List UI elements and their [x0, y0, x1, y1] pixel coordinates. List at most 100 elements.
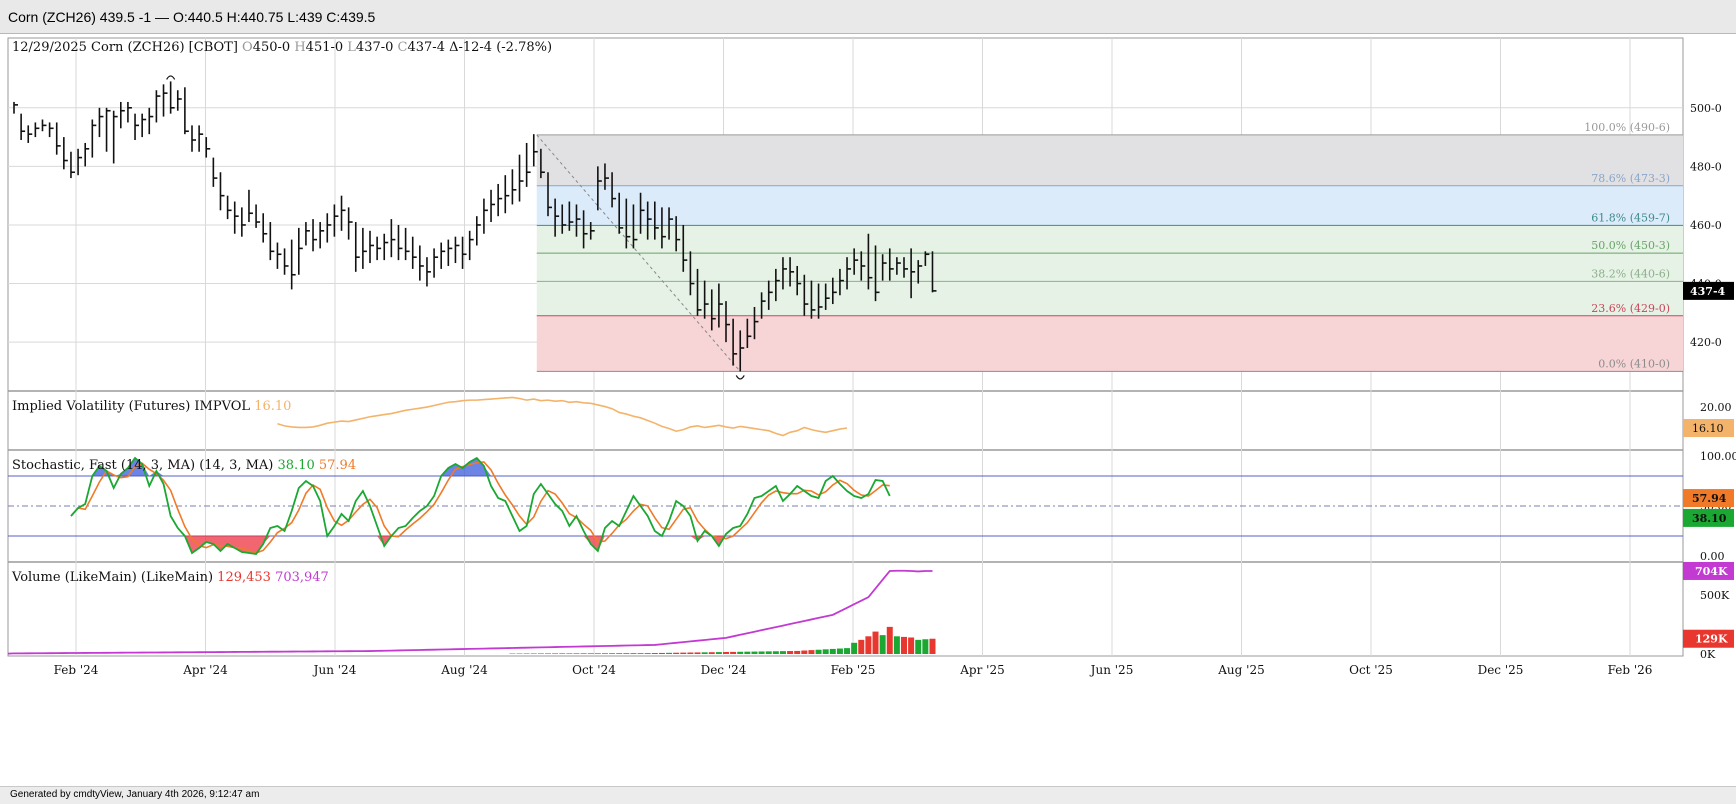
volume-bar — [530, 653, 537, 654]
ohlc-bar — [611, 172, 617, 208]
ohlc-bar — [13, 101, 18, 114]
fib-level-label: 61.8% (459-7) — [1591, 211, 1670, 224]
ohlc-bar — [155, 90, 161, 123]
ohlc-bar — [440, 242, 446, 269]
stoch-tag — [1683, 508, 1734, 527]
y-tick-label: 420-0 — [1690, 336, 1722, 349]
volume-bar — [772, 651, 779, 654]
ohlc-bar — [874, 245, 880, 302]
y-tick-label: 480-0 — [1690, 160, 1722, 173]
fib-level-label: 50.0% (450-3) — [1591, 239, 1670, 252]
volume-tag — [1683, 561, 1734, 580]
swing-high-marker — [166, 75, 176, 80]
ohlc-bar — [70, 151, 75, 179]
x-tick-label: Aug '24 — [440, 663, 488, 677]
ohlc-bar — [739, 330, 745, 372]
volume-bar — [616, 653, 623, 654]
last-price-tag — [1683, 281, 1734, 300]
ohlc-bar — [383, 233, 389, 261]
fib-level-label: 78.6% (473-3) — [1591, 172, 1670, 185]
ohlc-bar — [283, 248, 289, 275]
ohlc-bar — [404, 227, 410, 261]
ohlc-bar — [689, 251, 695, 296]
fib-zone — [536, 281, 1683, 316]
volume-bar — [779, 651, 786, 654]
ohlc-bar — [696, 268, 702, 316]
impvol-tag — [1683, 419, 1734, 438]
volume-bar — [737, 651, 744, 654]
ohlc-bar — [746, 318, 752, 348]
ohlc-bar — [55, 122, 61, 155]
ohlc-bar — [767, 280, 773, 310]
volume-bar — [580, 653, 587, 654]
stoch-tag-label: 57.94 — [1692, 492, 1727, 505]
fib-trend-line — [536, 134, 741, 372]
ohlc-bar — [276, 242, 282, 269]
ohlc-bars — [13, 75, 937, 380]
ohlc-bar — [497, 183, 503, 217]
last-price-label: 437-4 — [1690, 285, 1726, 298]
ohlc-bar — [162, 84, 168, 117]
stoch-legend: Stochastic, Fast (14, 3, MA) (14, 3, MA)… — [12, 458, 356, 473]
ohlc-bar — [775, 268, 780, 302]
implied-volatility-panel: 20.00 16.10 Implied Volatility (Futures) I… — [12, 396, 1734, 438]
ohlc-bar — [547, 172, 552, 217]
stoch-band-fill — [184, 536, 271, 554]
x-tick-label: Jun '25 — [1089, 663, 1134, 677]
stoch-tag-label: 38.10 — [1692, 512, 1727, 525]
ohlc-bar — [931, 251, 937, 293]
ohlc-bar — [426, 257, 431, 287]
ohlc-bar — [447, 239, 453, 266]
volume-bar — [893, 636, 900, 654]
ohlc-bar — [269, 222, 275, 261]
ohlc-bar — [753, 306, 759, 340]
ohlc-bar — [483, 198, 488, 234]
volume-bar — [545, 653, 551, 654]
ohlc-bar — [148, 107, 154, 135]
fib-zone — [536, 134, 1683, 186]
volume-bar — [680, 652, 687, 654]
ohlc-bar — [297, 227, 303, 275]
ohlc-bar — [390, 219, 396, 258]
ohlc-bar — [319, 222, 325, 249]
fib-zone — [536, 315, 1683, 372]
volume-bar — [765, 651, 772, 654]
impvol-tag-label: 16.10 — [1692, 422, 1724, 435]
ohlc-bar — [305, 222, 310, 246]
ohlc-bar — [597, 166, 602, 211]
ohlc-bar — [817, 283, 823, 319]
ohlc-bar — [796, 265, 802, 296]
volume-bar — [694, 652, 701, 654]
futures-chart: Feb '24 Apr '24 Jun '24 Aug '24 Oct '24 Dec '… — [7, 37, 1736, 677]
ohlc-bar — [732, 318, 738, 366]
x-tick-label: Oct '24 — [572, 663, 616, 677]
ohlc-bar — [618, 192, 624, 234]
x-tick-label: Apr '24 — [182, 663, 228, 677]
ohlc-bar — [169, 81, 175, 114]
volume-bar — [715, 652, 722, 654]
ohlc-bar — [653, 201, 659, 240]
ohlc-bar — [675, 216, 681, 252]
volume-bar — [851, 642, 858, 654]
ohlc-bar — [340, 195, 346, 231]
volume-bar — [609, 653, 616, 654]
ohlc-bar — [867, 233, 873, 290]
stoch-k-line — [70, 456, 891, 555]
ohlc-bar — [290, 239, 296, 290]
volume-bar — [915, 639, 922, 654]
volume-bar — [623, 653, 630, 654]
volume-bar — [829, 648, 836, 654]
ohlc-bar — [639, 192, 645, 234]
volume-bar — [630, 653, 637, 654]
ohlc-bar — [554, 198, 560, 237]
ohlc-bar — [433, 248, 439, 278]
ohlc-bar — [376, 236, 382, 261]
volume-bar — [701, 652, 708, 654]
ohlc-bar — [568, 201, 574, 231]
swing-low-marker — [735, 375, 745, 380]
ohlc-bar — [248, 189, 253, 223]
volume-bar — [908, 637, 915, 654]
ohlc-bar — [903, 257, 908, 278]
x-tick-label: Feb '26 — [1608, 663, 1653, 677]
ohlc-bar — [454, 236, 460, 264]
